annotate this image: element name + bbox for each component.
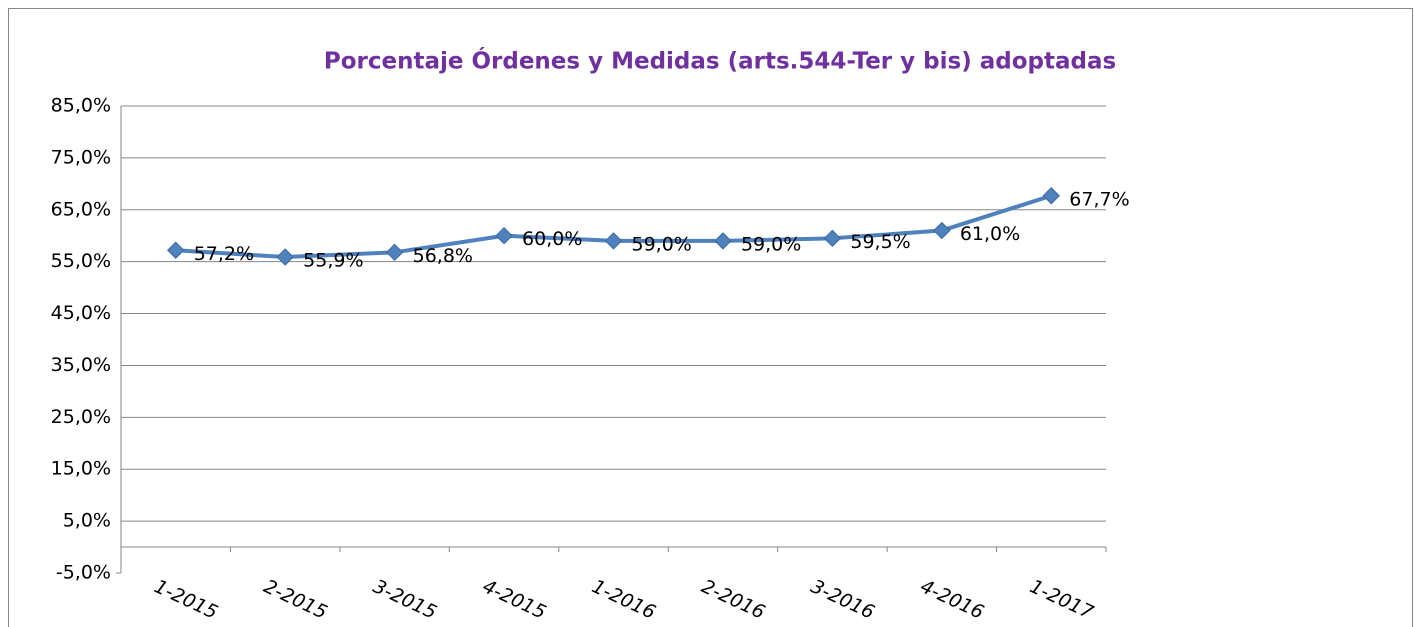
data-label: 59,0% [741,233,801,255]
y-tick-label: 35,0% [51,354,111,376]
data-label: 56,8% [413,245,473,267]
data-point [823,229,842,248]
y-tick-label: 25,0% [51,406,111,428]
data-label: 67,7% [1069,188,1129,210]
y-tick-label: 65,0% [51,198,111,220]
y-tick-label: 55,0% [51,250,111,272]
data-point [385,243,404,262]
data-point [933,221,951,240]
chart-title: Porcentaje Órdenes y Medidas (arts.544-T… [324,47,1116,75]
data-label: 55,9% [303,249,363,271]
data-label: 61,0% [960,223,1020,245]
data-point [1042,187,1060,205]
y-tick-label: 85,0% [51,95,111,117]
y-tick-label: 45,0% [51,302,111,324]
data-label: 59,5% [850,231,910,253]
y-tick-label: 5,0% [63,510,111,532]
y-tick-label: 15,0% [51,458,111,480]
data-point [495,227,513,245]
data-point [167,241,185,259]
data-point [714,232,732,250]
chart-frame [8,8,1413,627]
data-point [276,248,294,266]
data-label: 60,0% [522,228,582,250]
y-tick-label: 75,0% [51,146,111,168]
data-label: 59,0% [632,233,692,255]
data-point [604,232,623,250]
data-label: 57,2% [194,243,254,265]
y-tick-label: -5,0% [56,562,111,584]
